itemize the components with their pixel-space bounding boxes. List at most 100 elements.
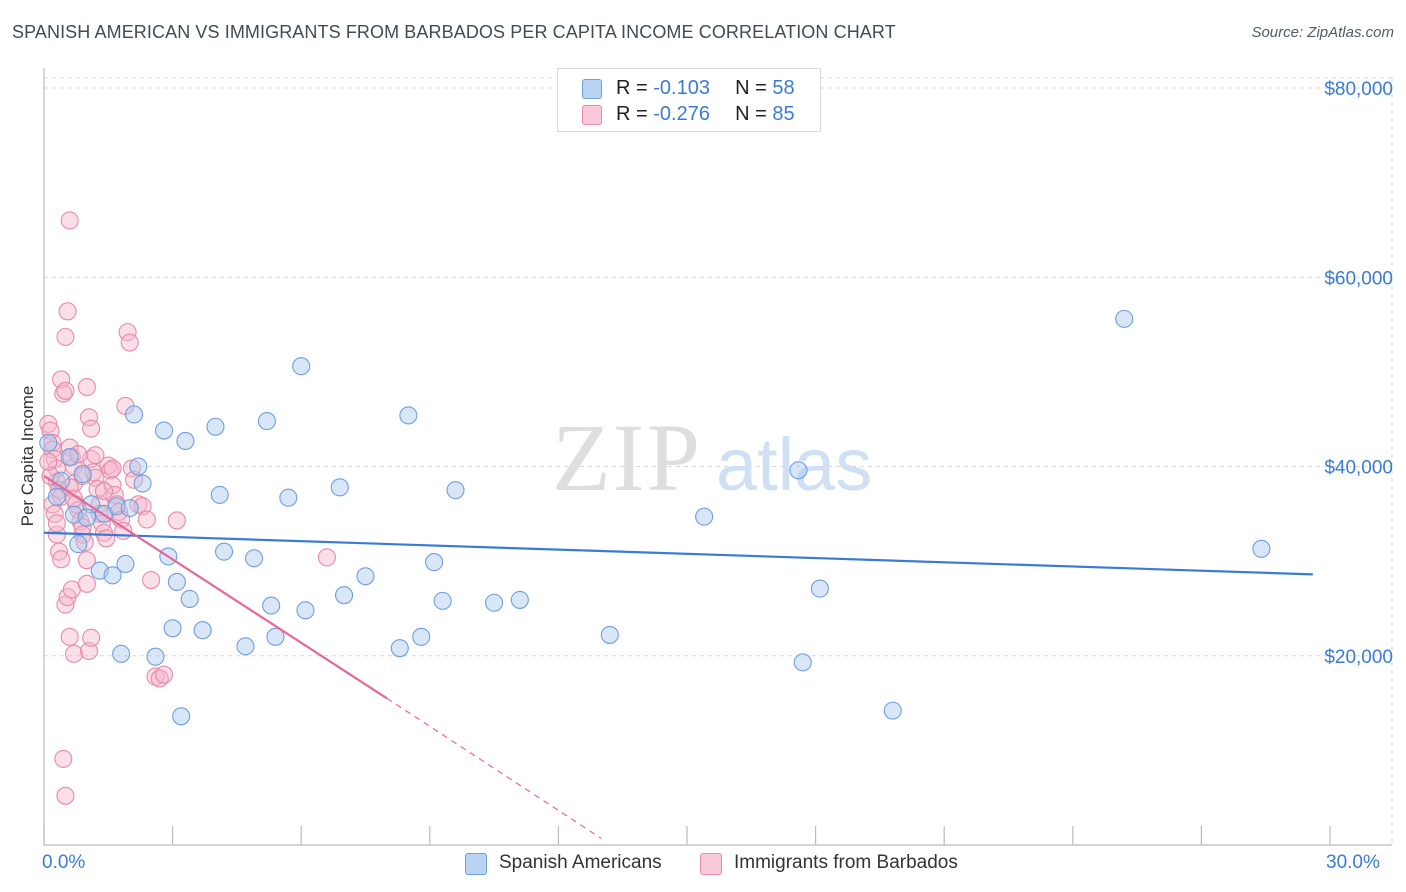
spanish-american-point xyxy=(129,457,148,476)
barbados-point xyxy=(58,302,77,321)
spanish-american-point xyxy=(330,478,349,497)
spanish-american-point xyxy=(112,644,131,663)
bottom-legend-label: Immigrants from Barbados xyxy=(734,852,958,873)
legend-n-value: 58 xyxy=(772,77,795,99)
spanish-american-point xyxy=(335,586,354,605)
y-tick-labels: $20,000 $40,000 $60,000 $80,000 xyxy=(1324,79,1393,668)
x-tick-min: 0.0% xyxy=(42,852,86,873)
axis-layer xyxy=(43,68,1392,846)
spanish-american-point xyxy=(257,412,276,431)
y-tick-label: $20,000 xyxy=(1324,647,1393,668)
watermark: ZIP atlas xyxy=(552,404,872,511)
barbados-point xyxy=(317,548,336,567)
spanish-american-point xyxy=(425,553,444,572)
barbados-point xyxy=(62,580,81,599)
barbados-point xyxy=(49,542,69,561)
legend-r-label: R = xyxy=(616,103,654,125)
barbados-point xyxy=(77,377,96,397)
barbados-point xyxy=(41,466,60,486)
spanish-american-point xyxy=(296,601,315,620)
bottom-legend-swatch-pink xyxy=(700,853,722,875)
watermark-atlas: atlas xyxy=(716,423,872,506)
barbados-point xyxy=(88,480,107,499)
spanish-american-point xyxy=(167,572,186,591)
legend-n-label: N = xyxy=(735,77,773,99)
spanish-american-point xyxy=(77,508,96,527)
legend-r-value: -0.276 xyxy=(653,103,710,125)
spanish-american-point xyxy=(510,590,529,609)
spanish-american-point xyxy=(133,474,152,493)
barbados-point xyxy=(94,482,114,501)
spanish-american-point xyxy=(154,421,174,440)
spanish-american-point xyxy=(695,507,714,526)
y-tick-label: $60,000 xyxy=(1324,268,1393,289)
spanish-american-point xyxy=(279,488,298,507)
spanish-american-point xyxy=(883,701,902,720)
barbados-point xyxy=(39,452,58,471)
barbados-point xyxy=(52,370,71,389)
spanish-american-trend-line xyxy=(43,531,1313,576)
barbados-point xyxy=(142,570,161,590)
barbados-point xyxy=(120,333,139,352)
legend-r-value: -0.103 xyxy=(653,77,710,99)
barbados-point xyxy=(154,665,174,684)
spanish-american-point xyxy=(793,653,812,672)
barbados-point xyxy=(60,627,79,646)
barbados-point xyxy=(86,446,105,465)
barbados-point xyxy=(56,327,75,346)
barbados-point xyxy=(77,574,96,593)
spanish-american-point xyxy=(206,417,225,436)
spanish-american-point xyxy=(485,593,504,612)
barbados-point xyxy=(82,628,101,647)
barbados-point xyxy=(137,510,156,529)
spanish-american-point xyxy=(244,549,264,568)
spanish-american-point xyxy=(789,461,808,480)
source-credit: Source: ZipAtlas.com xyxy=(1251,24,1394,41)
spanish-american-point xyxy=(60,447,79,467)
spanish-american-point xyxy=(292,357,311,376)
spanish-american-point xyxy=(193,621,212,640)
watermark-zip: ZIP xyxy=(552,404,702,511)
spanish-american-point xyxy=(390,639,409,658)
barbados-point xyxy=(56,595,75,614)
spanish-american-point xyxy=(433,591,452,610)
barbados-point xyxy=(64,644,84,663)
spanish-american-point xyxy=(412,627,431,646)
spanish-american-point xyxy=(446,481,465,500)
spanish-american-point xyxy=(69,535,88,554)
spanish-american-point xyxy=(356,567,375,586)
series-spanish-american-points xyxy=(39,309,1271,726)
spanish-american-point xyxy=(47,487,66,506)
spanish-american-point xyxy=(39,433,58,452)
legend-n-label: N = xyxy=(735,103,773,125)
spanish-american-point xyxy=(1115,309,1134,328)
barbados-point xyxy=(56,381,75,400)
spanish-american-point xyxy=(262,596,281,615)
series-barbados-points xyxy=(39,211,336,805)
bottom-legend-swatch-blue xyxy=(465,853,487,875)
barbados-point xyxy=(56,786,75,805)
spanish-american-point xyxy=(73,465,92,484)
bottom-legend-label: Spanish Americans xyxy=(499,852,662,873)
barbados-point xyxy=(103,459,122,478)
barbados-point xyxy=(54,384,73,403)
barbados-point xyxy=(47,514,66,533)
spanish-american-point xyxy=(124,405,144,424)
barbados-trend-line xyxy=(43,475,388,700)
spanish-american-point xyxy=(116,554,135,574)
spanish-american-point xyxy=(810,579,829,598)
barbados-point xyxy=(43,433,62,452)
correlation-legend: R = -0.103 N = 58 R = -0.276 N = 85 xyxy=(557,68,821,132)
spanish-american-point xyxy=(172,707,191,726)
barbados-point xyxy=(73,518,92,537)
spanish-american-point xyxy=(146,647,165,666)
x-tick-max: 30.0% xyxy=(1326,852,1380,873)
spanish-american-point xyxy=(176,431,195,451)
spanish-american-point xyxy=(1252,539,1271,558)
legend-n-value: 85 xyxy=(772,103,795,125)
barbados-point xyxy=(52,550,71,569)
spanish-american-point xyxy=(103,566,122,585)
spanish-american-point xyxy=(120,499,139,518)
barbados-point xyxy=(79,408,99,427)
